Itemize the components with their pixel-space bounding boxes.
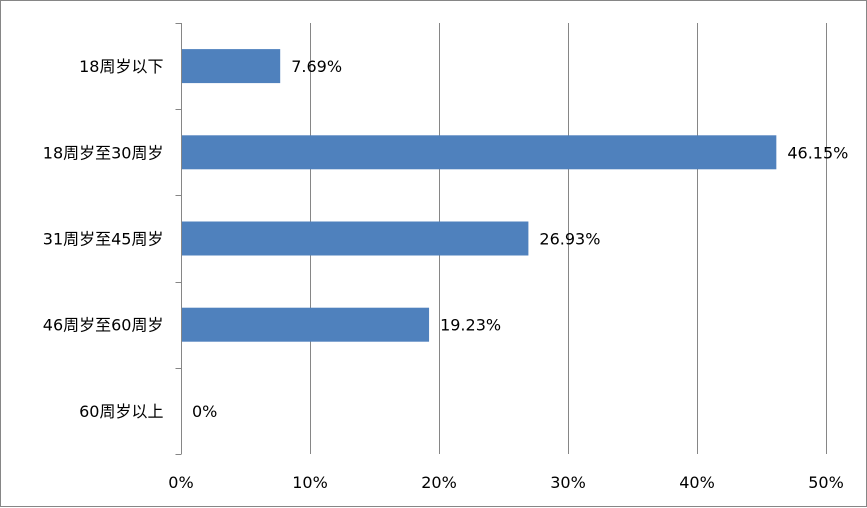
bar [182,135,777,170]
data-label: 26.93% [539,230,600,249]
category-label: 18周岁以下 [79,57,163,76]
data-label: 0% [192,402,217,421]
x-tick-label: 0% [168,473,193,492]
bar [182,307,430,342]
labels: 0% 10% 20% 30% 40% 50% 18周岁以下 7.69% 18周岁至30周岁 46.… [43,57,849,492]
x-tick-label: 50% [808,473,844,492]
data-label: 19.23% [440,316,501,335]
bar [182,49,281,84]
bars [182,49,777,342]
category-label: 60周岁以上 [79,402,163,421]
x-tick-label: 40% [679,473,715,492]
x-tick-label: 10% [292,473,328,492]
data-label: 46.15% [787,143,848,162]
axes [175,23,182,455]
data-label: 7.69% [291,57,342,76]
gridlines [310,23,827,454]
category-label: 46周岁至60周岁 [43,316,164,335]
category-label: 18周岁至30周岁 [43,143,164,162]
x-tick-label: 20% [421,473,457,492]
bar [182,221,529,256]
category-label: 31周岁至45周岁 [43,230,164,249]
x-tick-label: 30% [550,473,586,492]
